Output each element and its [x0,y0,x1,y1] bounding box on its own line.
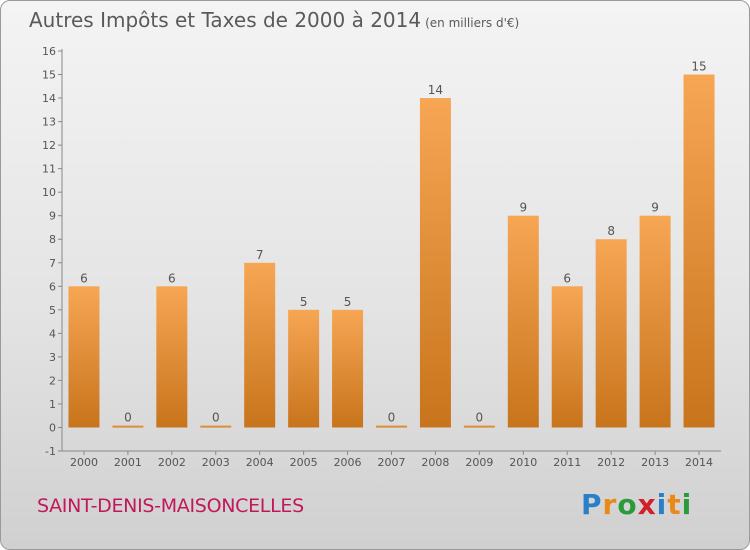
bar [639,215,671,428]
proxiti-logo: Proxiti [581,488,692,521]
bar [156,286,188,428]
data-label: 9 [651,201,659,215]
y-tick-label: -1 [45,445,56,458]
y-tick-label: 0 [49,421,56,434]
data-label: 0 [476,410,484,424]
logo-letter: x [637,488,657,521]
data-label: 6 [80,271,88,285]
y-tick-label: 4 [49,327,56,340]
x-tick-label: 2007 [378,456,406,469]
y-tick-label: 15 [42,69,56,82]
bar [332,309,364,428]
y-tick-label: 13 [42,116,56,129]
y-tick-label: 3 [49,351,56,364]
y-tick-label: 8 [49,233,56,246]
city-name: SAINT-DENIS-MAISONCELLES [37,495,304,517]
bar [419,98,451,428]
y-tick-label: 9 [49,210,56,223]
bar [463,425,495,428]
data-label: 0 [388,410,396,424]
bar [112,425,144,428]
logo-letter: o [617,488,638,521]
logo-letter: r [602,488,618,521]
x-tick-label: 2005 [290,456,318,469]
x-tick-label: 2002 [158,456,186,469]
bar [551,286,583,428]
data-label: 6 [563,271,571,285]
x-tick-label: 2011 [553,456,581,469]
y-tick-label: 14 [42,92,56,105]
bar [507,215,539,428]
y-tick-label: 10 [42,186,56,199]
data-label: 5 [300,295,308,309]
data-label: 0 [124,410,132,424]
data-label: 6 [168,271,176,285]
x-tick-label: 2001 [114,456,142,469]
x-tick-label: 2008 [421,456,449,469]
chart-title: Autres Impôts et Taxes de 2000 à 2014 (en… [29,8,519,32]
y-tick-label: 12 [42,139,56,152]
data-label: 15 [691,60,706,74]
title-text: Autres Impôts et Taxes de 2000 à 2014 [29,8,422,32]
y-tick-label: 7 [49,257,56,270]
y-tick-label: 6 [49,280,56,293]
y-tick-label: 5 [49,304,56,317]
data-label: 5 [344,295,352,309]
bar [68,286,100,428]
y-tick-label: 2 [49,374,56,387]
x-tick-label: 2012 [597,456,625,469]
bar [288,309,320,428]
y-tick-label: 16 [42,45,56,58]
x-tick-label: 2013 [641,456,669,469]
logo-letter: i [656,488,668,521]
bar [244,262,276,428]
x-tick-label: 2003 [202,456,230,469]
x-tick-label: 2006 [334,456,362,469]
data-label: 9 [519,201,527,215]
bar [376,425,407,428]
logo-letter: i [681,488,693,521]
y-tick-label: 11 [42,163,56,176]
data-label: 0 [212,410,220,424]
logo-letter: P [581,488,603,521]
y-tick-label: 1 [49,398,56,411]
bar [200,425,232,428]
x-tick-label: 2000 [70,456,98,469]
logo-letter: t [667,488,682,521]
bar [595,239,627,428]
data-label: 8 [607,224,615,238]
data-label: 14 [428,83,443,97]
data-label: 7 [256,248,264,262]
title-unit: (en milliers d'€) [425,16,520,30]
x-tick-label: 2014 [685,456,713,469]
bar [683,74,715,428]
x-tick-label: 2004 [246,456,274,469]
x-tick-label: 2009 [465,456,493,469]
x-tick-label: 2010 [509,456,537,469]
